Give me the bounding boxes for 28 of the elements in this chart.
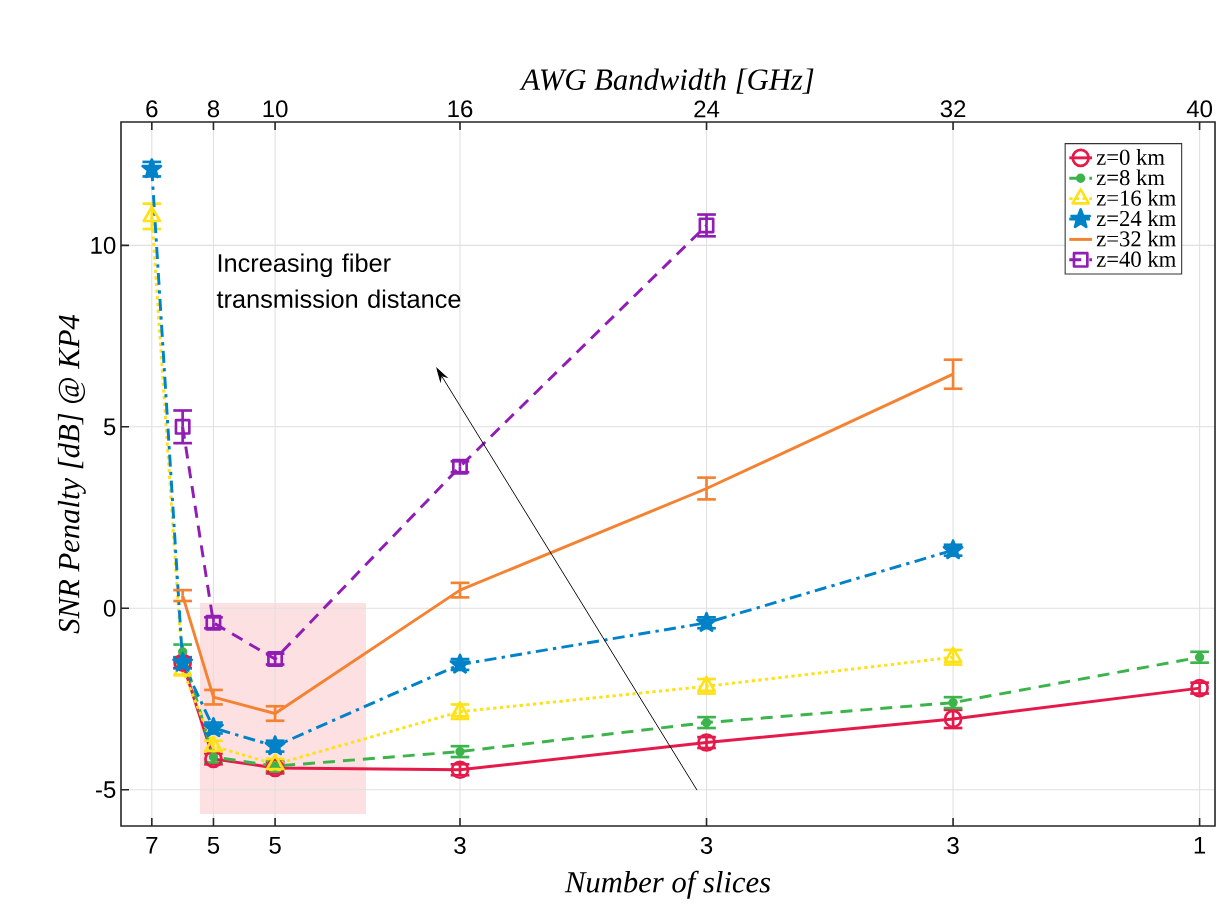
annotation: 3 [700,836,713,854]
text: Number of slices [564,870,771,899]
x-tick-label: 24 [694,100,720,118]
annotation: 1 [1194,836,1206,854]
y-axis-title: SNR Penalty [dB] @ KP4 [57,314,86,634]
legend-label: z=16 km [1096,189,1176,206]
x-tick-label: 10 [263,100,288,118]
x-tick-label: 32 [940,100,966,118]
legend-label: z=32 km [1096,230,1176,247]
annotation: Increasing fiber transmission distance [216,253,461,309]
y-tick-label: 10 [91,236,116,254]
annotation: 7 [146,836,158,854]
legend-label: z=40 km [1096,250,1176,267]
y-tick-label: -5 [96,781,116,799]
annotation: 3 [947,836,959,854]
annotation: 5 [207,836,220,854]
annotation: 3 [454,836,466,854]
x-tick-label: 16 [448,100,473,118]
legend-label: z=24 km [1096,210,1176,226]
y-tick-label: 5 [103,418,116,436]
x-tick-label: 8 [207,100,220,118]
annotation: 5 [269,836,281,854]
y-tick-label: 0 [103,599,116,617]
x-axis-title: AWG Bandwidth [GHz] [519,68,814,94]
legend-label: z=0 km [1096,148,1165,165]
x-tick-label: 6 [146,100,158,118]
x-tick-label: 40 [1186,100,1213,118]
legend-label: z=8 km [1096,169,1165,186]
